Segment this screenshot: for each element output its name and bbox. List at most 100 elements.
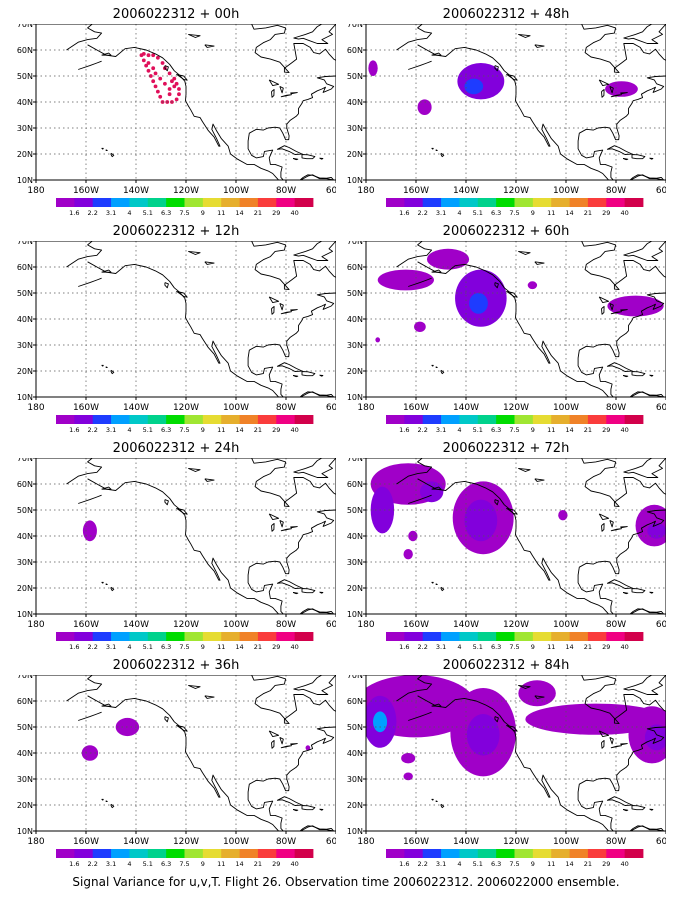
colorbar-segment <box>477 632 497 641</box>
colorbar-segment <box>386 198 405 207</box>
colorbar-label: 4 <box>457 426 461 434</box>
colorbar-label: 3.1 <box>106 426 116 434</box>
variance-contour-region <box>417 99 432 115</box>
x-tick-label: 160W <box>73 837 99 847</box>
colorbar-segment <box>587 415 607 424</box>
y-tick-label: 60N <box>347 697 363 706</box>
colorbar-segment <box>386 849 405 858</box>
colorbar-label: 2.2 <box>418 209 428 217</box>
coastline <box>271 523 275 532</box>
colorbar-label: 7.5 <box>509 426 519 434</box>
colorbar-label: 6.3 <box>491 860 501 868</box>
coastline <box>105 149 108 152</box>
map-plot-area <box>36 24 336 180</box>
coastline <box>176 73 188 81</box>
colorbar-label: 3.1 <box>436 209 446 217</box>
coastline <box>268 296 280 304</box>
coastline <box>292 591 299 595</box>
y-tick-label: 20N <box>347 584 363 593</box>
colorbar-segment <box>257 849 277 858</box>
colorbar-label: 6.3 <box>161 860 171 868</box>
coastline <box>518 467 531 472</box>
coastline <box>396 458 433 485</box>
colorbar-segment <box>202 632 222 641</box>
coastline <box>601 306 605 315</box>
y-tick-label: 70N <box>17 458 33 463</box>
figure-caption: Signal Variance for u,v,T. Flight 26. Ob… <box>72 875 620 889</box>
colorbar-label: 6.3 <box>161 426 171 434</box>
colorbar-segment <box>221 849 240 858</box>
x-tick-label: 120W <box>173 186 199 196</box>
colorbar-label: 9 <box>531 209 535 217</box>
observation-location <box>174 97 179 102</box>
colorbar-segment <box>92 198 112 207</box>
coastline <box>105 800 108 803</box>
colorbar-label: 3.1 <box>436 860 446 868</box>
colorbar-label: 2.2 <box>418 643 428 651</box>
x-tick-label: 100W <box>223 620 249 630</box>
coastline <box>280 311 292 315</box>
coastline <box>87 261 334 397</box>
colorbar-label: 9 <box>201 426 205 434</box>
observation-location <box>174 81 179 86</box>
colorbar-segment <box>496 849 515 858</box>
colorbar-label: 2.2 <box>88 643 98 651</box>
colorbar-segment <box>257 198 277 207</box>
colorbar-label: 1.6 <box>69 860 79 868</box>
colorbar-segment <box>276 198 296 207</box>
colorbar-label: 14 <box>235 860 243 868</box>
x-tick-label: 180 <box>27 620 44 630</box>
colorbar-label: 14 <box>235 643 243 651</box>
y-tick-label: 10N <box>347 827 363 836</box>
y-tick-label: 50N <box>347 289 363 298</box>
colorbar-label: 1.6 <box>399 643 409 651</box>
colorbar-segment <box>624 849 644 858</box>
y-tick-label: 60N <box>347 480 363 489</box>
colorbar-segment <box>74 415 94 424</box>
colorbar-label: 4 <box>457 209 461 217</box>
observation-location <box>172 84 177 89</box>
colorbar-segment <box>606 198 626 207</box>
x-tick-label: 60W <box>656 186 666 196</box>
coastline <box>620 743 628 746</box>
colorbar-label: 11 <box>547 860 555 868</box>
panel-title: 2006022312 + 12h <box>112 224 240 239</box>
coastline <box>78 494 102 504</box>
observation-location <box>167 92 172 97</box>
x-tick-label: 100W <box>223 837 249 847</box>
colorbar-label: 3.1 <box>106 643 116 651</box>
variance-contour-region <box>408 530 418 542</box>
colorbar-label: 11 <box>547 426 555 434</box>
coastline <box>101 52 112 56</box>
coastline <box>164 716 169 723</box>
x-tick-label: 180 <box>27 837 44 847</box>
coastline <box>631 371 646 377</box>
y-tick-label: 70N <box>347 458 363 463</box>
observation-location <box>170 79 174 84</box>
x-tick-label: 80W <box>276 403 296 413</box>
variance-contour-region <box>605 81 638 97</box>
x-tick-label: 100W <box>553 186 579 196</box>
gridlines <box>366 241 666 397</box>
y-tick-label: 40N <box>17 749 33 758</box>
coastline <box>101 581 104 584</box>
coastline <box>577 675 666 831</box>
x-tick-label: 180 <box>357 837 374 847</box>
y-tick-label: 70N <box>347 241 363 246</box>
x-tick-label: 140W <box>123 403 149 413</box>
colorbar-label: 29 <box>602 643 610 651</box>
y-tick-label: 60N <box>17 263 33 272</box>
observation-location <box>155 89 160 94</box>
coastline <box>417 695 664 831</box>
coastline <box>609 85 614 94</box>
panel-title: 2006022312 + 48h <box>442 7 570 22</box>
map-plot-area <box>366 24 666 180</box>
colorbar-label: 7.5 <box>509 643 519 651</box>
coastline <box>268 79 280 87</box>
coastline <box>609 736 614 745</box>
colorbar-segment <box>496 632 515 641</box>
coastline <box>610 94 622 98</box>
coastline <box>293 24 336 44</box>
coastline <box>293 241 336 261</box>
x-tick-label: 160W <box>73 186 99 196</box>
